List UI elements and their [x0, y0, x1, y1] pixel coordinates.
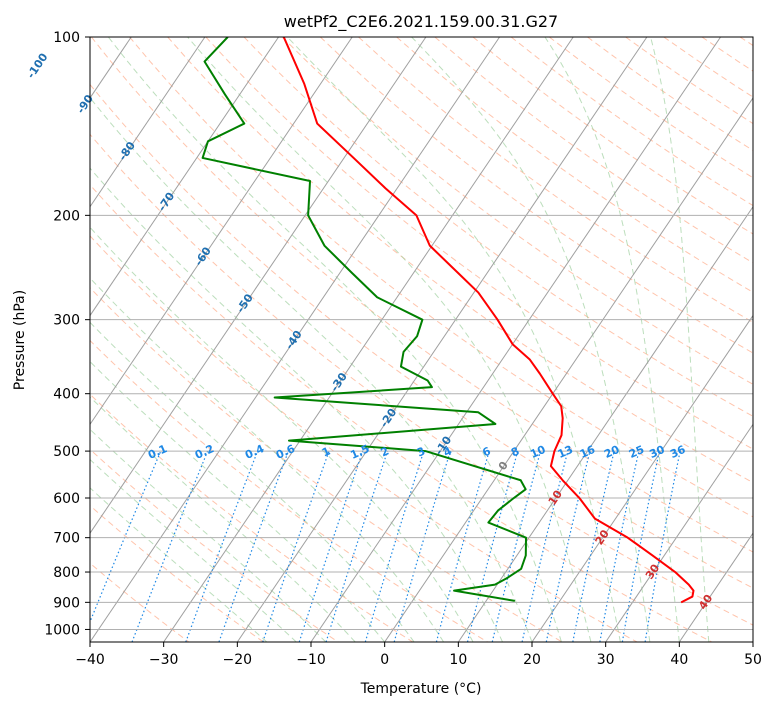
y-tick-label: 700 — [53, 531, 80, 547]
moist-adiabat — [90, 428, 327, 642]
moist-adiabat — [187, 37, 592, 642]
y-tick-label: 200 — [53, 208, 80, 224]
isotherm — [310, 37, 722, 642]
isotherm — [605, 423, 753, 642]
y-axis-label: Pressure (hPa) — [12, 290, 28, 390]
y-tick-label: 500 — [53, 444, 80, 460]
mixing-ratio-line — [298, 450, 364, 642]
moist-adiabat — [90, 226, 474, 642]
x-axis-label: Temperature (°C) — [360, 681, 482, 697]
dry-adiabat — [129, 37, 753, 518]
background-lines — [0, 37, 753, 642]
chart-title: wetPf2_C2E6.2021.159.00.31.G27 — [284, 12, 558, 32]
profile-lines — [201, 37, 695, 604]
y-tick-label: 900 — [53, 595, 80, 611]
dry-adiabat — [90, 339, 488, 642]
plot-frame — [89, 36, 754, 643]
dry-adiabat — [90, 562, 190, 642]
mixing-ratio-label: 30 — [647, 443, 667, 461]
x-tick-label: 20 — [523, 652, 541, 668]
isotherm — [90, 37, 501, 642]
isotherm — [678, 532, 753, 642]
mixing-ratio-line — [325, 450, 389, 642]
x-tick-label: 50 — [744, 652, 762, 668]
dry-adiabat — [167, 37, 753, 484]
x-tick-label: 10 — [449, 652, 467, 668]
isotherm — [90, 37, 353, 426]
y-tick-label: 600 — [53, 491, 80, 507]
mixing-ratio-label: 36 — [668, 443, 688, 461]
isotherm — [0, 37, 58, 642]
moist-adiabat — [90, 277, 445, 642]
mixing-ratio-line — [185, 450, 259, 642]
mixing-ratio-line — [435, 450, 490, 642]
moist-adiabat — [107, 37, 562, 642]
mixing-ratio-line — [364, 450, 425, 642]
isotherm — [384, 97, 753, 642]
moist-adiabat — [90, 487, 268, 642]
y-tick-label: 1000 — [44, 622, 80, 638]
mixing-ratio-line — [218, 450, 289, 642]
x-tick-label: 40 — [670, 652, 688, 668]
mixing-ratio-line — [545, 450, 591, 642]
mixing-ratio-line — [90, 450, 162, 624]
dry-adiabat — [90, 504, 264, 642]
y-tick-label: 400 — [53, 387, 80, 403]
moist-adiabat — [90, 360, 386, 642]
moist-adiabat — [544, 37, 680, 642]
mixing-ratio-label: 10 — [528, 443, 548, 461]
y-tick-label: 800 — [53, 565, 80, 581]
moist-adiabat — [411, 37, 651, 642]
dry-adiabat — [205, 37, 753, 450]
axis-ticks: −40 −30 −20 −10 0 10 20 30 40 50 100 200 300 400 500 60… — [44, 30, 762, 668]
isotherm — [531, 314, 753, 642]
isotherm-label: -100 — [24, 51, 50, 81]
isotherm — [163, 37, 574, 642]
dry-adiabat — [90, 287, 563, 642]
dry-adiabat — [90, 448, 339, 642]
temperature-line — [282, 37, 695, 604]
isotherm — [90, 37, 206, 208]
mixing-ratio-label: 13 — [556, 443, 575, 461]
mixing-ratio-line — [466, 450, 519, 642]
moist-adiabat — [287, 37, 621, 642]
x-tick-label: 30 — [597, 652, 615, 668]
moist-adiabat — [90, 167, 503, 642]
isotherm — [90, 37, 280, 317]
dry-adiabat — [90, 83, 753, 589]
isotherm — [236, 37, 648, 642]
dry-adiabat — [90, 235, 638, 642]
mixing-ratio-label: 16 — [578, 443, 598, 461]
dewpoint-line — [201, 37, 528, 602]
mixing-ratio-label: 20 — [602, 443, 622, 461]
moist-adiabat — [90, 97, 533, 642]
mixing-ratio-line — [491, 450, 542, 642]
x-tick-label: −10 — [296, 652, 326, 668]
moist-adiabat — [650, 37, 710, 642]
dry-adiabat — [90, 184, 712, 642]
dry-adiabat — [90, 133, 753, 626]
moist-adiabat — [90, 458, 297, 642]
y-tick-label: 300 — [53, 313, 80, 329]
y-tick-label: 100 — [53, 30, 80, 46]
x-tick-label: −20 — [223, 652, 253, 668]
x-tick-label: −40 — [75, 652, 105, 668]
isotherm — [752, 641, 753, 642]
mixing-ratio-line — [393, 450, 451, 642]
plot-background — [90, 37, 753, 642]
mixing-ratio-line — [131, 450, 209, 642]
mixing-ratio-label: 25 — [627, 443, 646, 461]
isotherm — [90, 37, 427, 535]
mixing-ratio-line — [521, 450, 569, 642]
mixing-ratio-line — [262, 450, 330, 642]
x-tick-label: 0 — [380, 652, 389, 668]
x-tick-label: −30 — [149, 652, 179, 668]
